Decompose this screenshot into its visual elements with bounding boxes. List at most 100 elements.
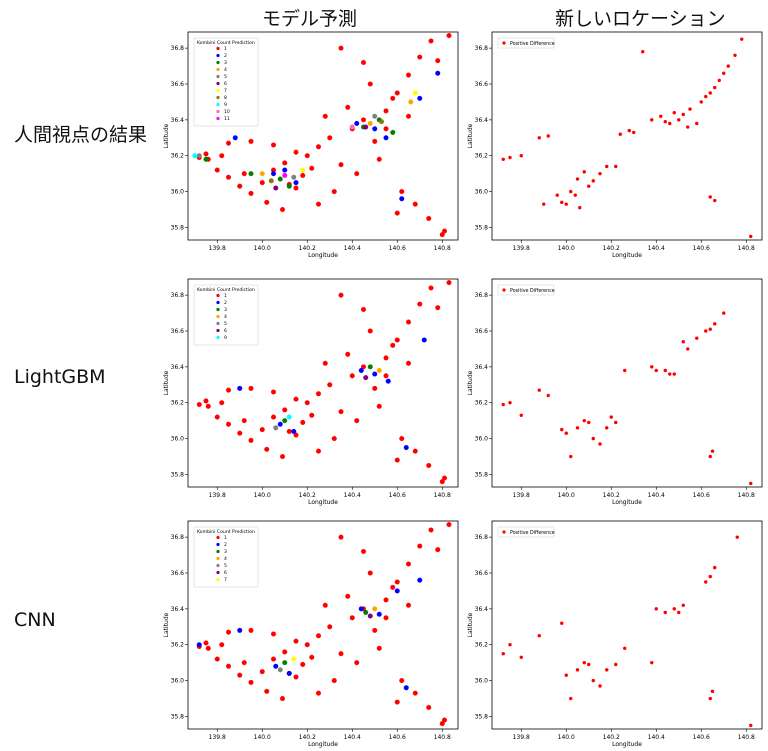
x-tick-label: 140.2: [603, 492, 620, 499]
data-point: [713, 565, 717, 570]
data-point: [316, 391, 322, 397]
data-point: [663, 119, 667, 124]
data-point: [214, 656, 220, 662]
data-point: [248, 679, 254, 685]
data-point: [367, 81, 373, 87]
legend-item-label: 11: [224, 116, 230, 122]
data-point: [609, 415, 613, 419]
legend: Positive Difference: [497, 284, 555, 296]
data-point: [668, 372, 672, 376]
data-point: [345, 351, 351, 357]
data-point: [331, 436, 337, 442]
legend-swatch: [216, 563, 220, 568]
legend-item-label: 6: [224, 81, 227, 87]
data-point: [403, 445, 409, 451]
data-point: [605, 668, 609, 672]
y-tick-label: 36.2: [171, 400, 185, 407]
y-tick-label: 36.0: [171, 436, 185, 443]
x-axis-label: Longitude: [612, 741, 642, 748]
data-point: [293, 432, 299, 438]
data-point: [406, 360, 412, 366]
data-point: [446, 522, 452, 528]
data-point: [372, 627, 378, 633]
data-point: [708, 195, 712, 199]
data-point: [394, 579, 400, 585]
data-point: [286, 670, 292, 676]
y-axis-label: Latitude: [467, 612, 474, 637]
data-point: [361, 59, 367, 65]
data-point: [587, 420, 591, 425]
row-title-cnn: CNN: [14, 609, 56, 631]
data-point: [273, 425, 279, 431]
data-point: [354, 171, 360, 177]
data-point: [282, 167, 288, 173]
data-point: [598, 442, 602, 446]
y-tick-label: 35.8: [171, 224, 185, 231]
x-tick-label: 140.8: [434, 734, 451, 741]
y-tick-label: 36.6: [171, 328, 185, 335]
data-point: [677, 610, 681, 615]
data-point: [406, 72, 412, 78]
x-tick-label: 140.6: [389, 245, 406, 252]
data-point: [408, 99, 414, 105]
y-tick-label: 36.2: [171, 153, 185, 160]
x-tick-label: 140.6: [389, 492, 406, 499]
y-tick-label: 36.8: [171, 534, 185, 541]
x-tick-label: 139.8: [513, 245, 530, 252]
data-point: [394, 699, 400, 705]
legend-item-label: 2: [224, 300, 227, 306]
legend-swatch: [216, 535, 220, 540]
data-point: [439, 232, 445, 238]
legend-title: Kombini Count Prediction: [197, 529, 255, 535]
y-tick-label: 36.2: [475, 153, 489, 160]
data-point: [406, 319, 412, 325]
legend-swatch: [216, 570, 220, 575]
data-point: [519, 154, 523, 158]
y-tick-label: 36.8: [475, 292, 489, 299]
data-point: [225, 174, 231, 180]
data-point: [708, 91, 712, 95]
data-point: [385, 378, 391, 384]
data-point: [403, 685, 409, 691]
data-point: [367, 570, 373, 576]
legend-item-label: 5: [224, 563, 227, 569]
x-axis-label: Longitude: [612, 252, 642, 259]
x-tick-label: 140.2: [603, 245, 620, 252]
data-point: [237, 672, 243, 678]
chart-panel-lightgbm-new: 139.8 140.0 140.2 140.4 140.6 140.8 35.8 36.0 36…: [467, 278, 763, 506]
y-tick-label: 36.8: [171, 292, 185, 299]
data-point: [560, 621, 564, 625]
data-point: [717, 78, 721, 83]
y-tick-label: 36.0: [475, 678, 489, 685]
data-point: [361, 364, 367, 370]
legend-swatch: [502, 530, 506, 534]
data-point: [614, 420, 618, 425]
legend-swatch: [216, 556, 220, 561]
legend-swatch: [216, 81, 220, 86]
data-point: [331, 189, 337, 195]
data-point: [417, 577, 423, 583]
legend-swatch: [216, 549, 220, 554]
data-point: [699, 100, 703, 104]
data-point: [248, 385, 254, 391]
y-tick-label: 36.8: [475, 45, 489, 52]
data-point: [300, 172, 306, 178]
x-tick-label: 140.8: [738, 245, 755, 252]
data-point: [270, 656, 276, 662]
data-point: [372, 385, 378, 391]
data-point: [379, 119, 385, 125]
data-point: [508, 401, 512, 405]
data-point: [417, 95, 423, 101]
x-tick-label: 140.2: [299, 734, 316, 741]
data-point: [225, 421, 231, 427]
data-point: [338, 45, 344, 51]
data-point: [248, 171, 254, 177]
legend-swatch: [502, 41, 506, 45]
y-tick-label: 36.8: [475, 534, 489, 541]
y-tick-label: 36.6: [475, 328, 489, 335]
legend-item-label: 4: [224, 556, 227, 562]
data-point: [412, 201, 418, 207]
data-point: [316, 633, 322, 639]
